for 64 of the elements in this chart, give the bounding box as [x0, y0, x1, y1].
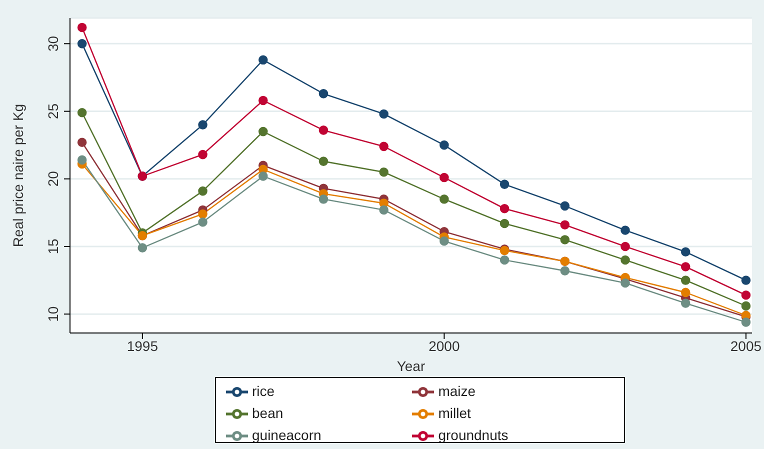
legend-label: groundnuts: [438, 426, 510, 445]
y-tick-label: 30: [45, 36, 61, 52]
x-axis-title: Year: [396, 358, 426, 374]
x-tick-label: 2005: [730, 338, 762, 354]
point: [741, 276, 751, 285]
point: [620, 226, 630, 235]
y-tick-label: 10: [45, 306, 61, 322]
point: [77, 138, 87, 148]
point: [77, 39, 87, 48]
point: [258, 126, 268, 136]
point: [440, 172, 449, 182]
point: [680, 262, 690, 272]
point: [560, 235, 570, 244]
point: [741, 301, 751, 311]
point: [379, 167, 388, 177]
point: [440, 194, 449, 204]
point: [138, 243, 148, 252]
point: [198, 120, 208, 130]
legend-label: guineacorn: [252, 426, 322, 445]
point: [680, 247, 690, 257]
point: [560, 220, 570, 230]
y-axis-title: Real price naire per Kg: [10, 104, 26, 248]
point: [500, 218, 510, 228]
legend-label: maize: [438, 382, 477, 401]
point: [77, 22, 87, 32]
point: [379, 205, 388, 215]
point: [318, 194, 328, 204]
point: [680, 288, 690, 298]
legend-label: millet: [438, 404, 472, 423]
point: [258, 96, 268, 106]
point: [198, 186, 208, 196]
point: [560, 266, 570, 276]
point: [198, 209, 208, 219]
point: [500, 204, 510, 214]
point: [680, 298, 690, 308]
point: [318, 126, 328, 135]
point: [318, 156, 328, 166]
point: [258, 172, 268, 181]
x-tick-label: 2000: [428, 338, 460, 354]
point: [440, 236, 449, 246]
point: [440, 140, 449, 150]
point: [680, 276, 690, 285]
point: [77, 108, 87, 118]
x-tick-label: 1995: [126, 338, 158, 354]
point: [379, 109, 388, 119]
point: [379, 142, 388, 152]
point: [500, 180, 510, 189]
point: [620, 255, 630, 265]
point: [198, 217, 208, 227]
y-tick-label: 15: [45, 238, 61, 254]
legend-label: bean: [252, 404, 284, 423]
point: [620, 242, 630, 252]
point: [741, 318, 751, 327]
point: [258, 55, 268, 65]
point: [198, 150, 208, 160]
point: [560, 201, 570, 211]
y-tick-label: 25: [45, 103, 61, 120]
point: [318, 89, 328, 98]
y-tick-label: 20: [45, 170, 61, 187]
legend-label: rice: [252, 382, 276, 401]
point: [741, 290, 751, 300]
point: [77, 155, 87, 165]
point: [620, 278, 630, 288]
point: [500, 255, 510, 265]
